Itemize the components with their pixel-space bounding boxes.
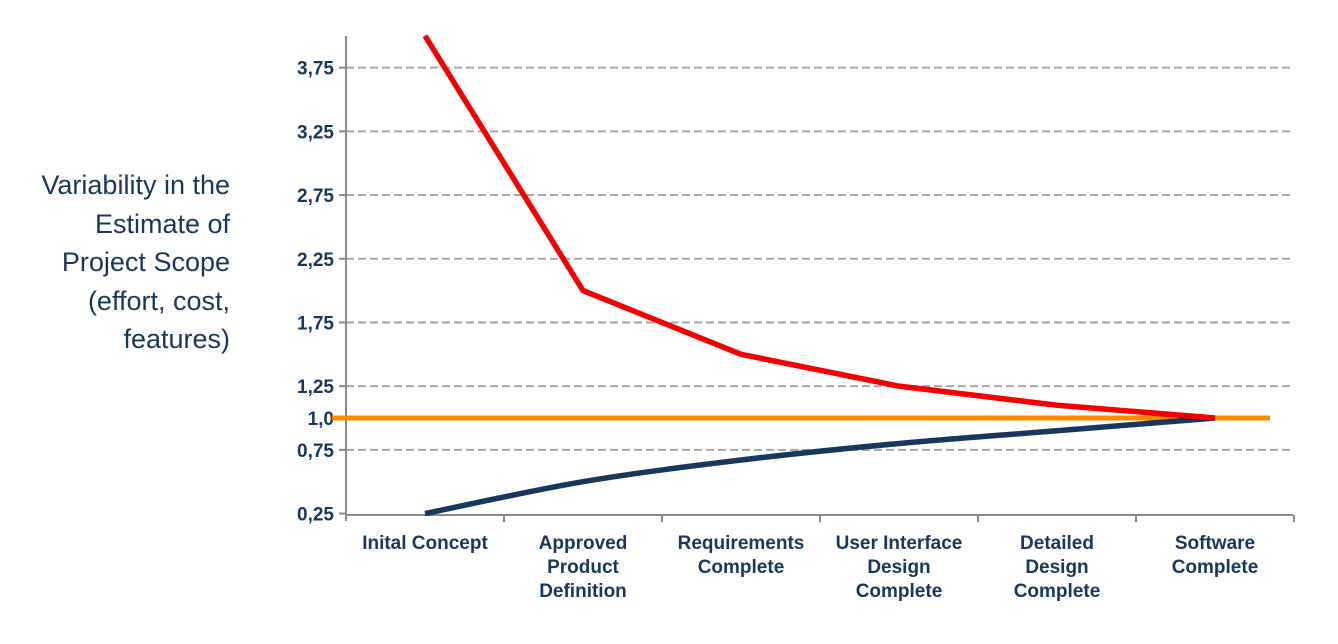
y-axis-annotation: Variability in the Estimate of Project S… <box>8 166 230 359</box>
x-category-label: Software <box>1175 533 1255 554</box>
x-category-label: Approved <box>539 533 628 554</box>
y-tick-label: 1,25 <box>297 377 334 398</box>
series-line-low-estimate <box>424 415 1216 517</box>
x-category-label: Complete <box>856 581 943 602</box>
y-annotation-line: features) <box>123 324 230 354</box>
y-tick-label: 1,75 <box>297 313 334 334</box>
x-category-label: Product <box>547 557 619 578</box>
x-category-label: Design <box>1025 557 1088 578</box>
y-tick-label: 0,25 <box>297 505 334 526</box>
series-line-high-estimate <box>422 34 1216 421</box>
y-tick-label: 2,25 <box>297 250 334 271</box>
x-category-label: Requirements <box>678 533 805 554</box>
y-annotation-line: Variability in the <box>41 170 230 200</box>
x-category-label: Complete <box>1172 557 1259 578</box>
y-tick-label: 1,0 <box>308 409 334 430</box>
y-tick-label: 3,75 <box>297 59 334 80</box>
y-tick-label: 3,25 <box>297 122 334 143</box>
y-annotation-line: (effort, cost, <box>87 285 230 316</box>
y-tick-label: 0,75 <box>297 441 334 462</box>
y-annotation-line: Estimate of <box>94 208 230 239</box>
x-category-label: Design <box>867 557 930 578</box>
y-annotation-line: Project Scope <box>61 247 230 277</box>
x-category-label: User Interface <box>836 533 963 554</box>
x-category-label: Complete <box>698 557 785 578</box>
y-tick-label: 2,75 <box>297 186 334 207</box>
x-category-label: Definition <box>539 581 627 602</box>
x-category-label: Detailed <box>1020 533 1094 554</box>
x-category-label: Complete <box>1014 581 1101 602</box>
x-category-label: Inital Concept <box>362 533 488 554</box>
